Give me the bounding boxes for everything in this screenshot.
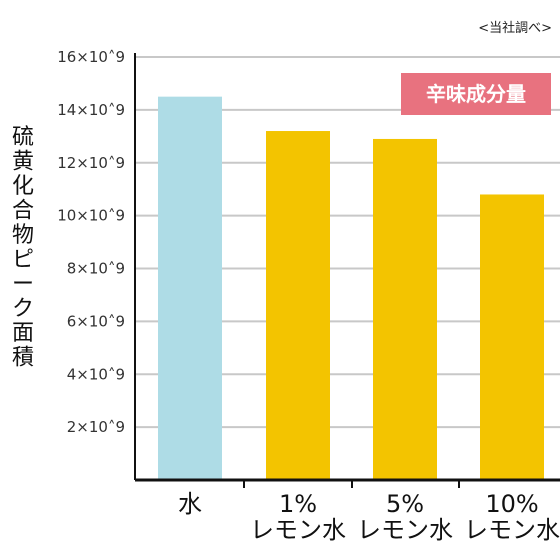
y-tick-label: 12×10˄9 (57, 154, 125, 172)
bar (480, 194, 544, 480)
badge-label: 辛味成分量 (426, 82, 526, 106)
y-tick-label: 2×10˄9 (67, 418, 125, 436)
bar (266, 131, 330, 480)
bar (158, 96, 222, 480)
category-label: 水 (178, 490, 202, 518)
y-axis-label-char: 積 (12, 346, 34, 371)
y-tick-label: 14×10˄9 (57, 101, 125, 119)
badge-background (401, 73, 551, 115)
y-tick-label: 8×10˄9 (67, 260, 125, 278)
bars (158, 96, 544, 481)
category-sublabel: レモン水 (357, 516, 453, 544)
category-sublabel: レモン水 (250, 516, 346, 544)
category-label: 5% (386, 490, 424, 518)
category-label: 1% (279, 490, 317, 518)
bar (373, 138, 437, 481)
y-axis-label-char: ク (12, 297, 34, 322)
y-tick-label: 6×10˄9 (67, 312, 125, 330)
y-axis-label-char: 合 (12, 199, 34, 224)
y-tick-label: 4×10˄9 (67, 365, 125, 383)
y-tick-labels: 2×10˄9 4×10˄9 6×10˄9 8×10˄9 10×10˄9 12×10˄9 14… (57, 48, 125, 436)
y-axis-label-char: ー (12, 272, 34, 297)
y-axis-label-char: 面 (12, 321, 34, 346)
y-axis-label-char: 物 (12, 223, 34, 248)
y-axis-label-char: ピ (12, 248, 34, 273)
y-tick-label: 10×10˄9 (57, 207, 125, 225)
axes (134, 53, 560, 488)
y-axis-label-char: 黄 (12, 150, 34, 175)
category-label: 10% (485, 490, 538, 518)
y-axis-label-char: 化 (12, 174, 34, 199)
category-sublabel: レモン水 (464, 516, 560, 544)
y-axis-label-char: 硫 (12, 125, 34, 150)
source-note: <当社調べ> (478, 20, 552, 36)
legend-badge: 辛味成分量 (401, 73, 551, 115)
y-tick-label: 16×10˄9 (57, 48, 125, 66)
